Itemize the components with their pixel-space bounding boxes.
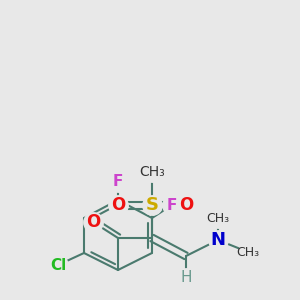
Text: F: F [167, 197, 177, 212]
Text: O: O [179, 196, 193, 214]
Text: Cl: Cl [50, 257, 66, 272]
Text: S: S [146, 196, 158, 214]
Text: O: O [111, 196, 125, 214]
Text: CH₃: CH₃ [236, 245, 260, 259]
Text: N: N [211, 231, 226, 249]
Text: F: F [113, 175, 123, 190]
Text: CH₃: CH₃ [139, 165, 165, 179]
Text: CH₃: CH₃ [206, 212, 230, 224]
Text: H: H [180, 271, 192, 286]
Text: O: O [86, 213, 100, 231]
